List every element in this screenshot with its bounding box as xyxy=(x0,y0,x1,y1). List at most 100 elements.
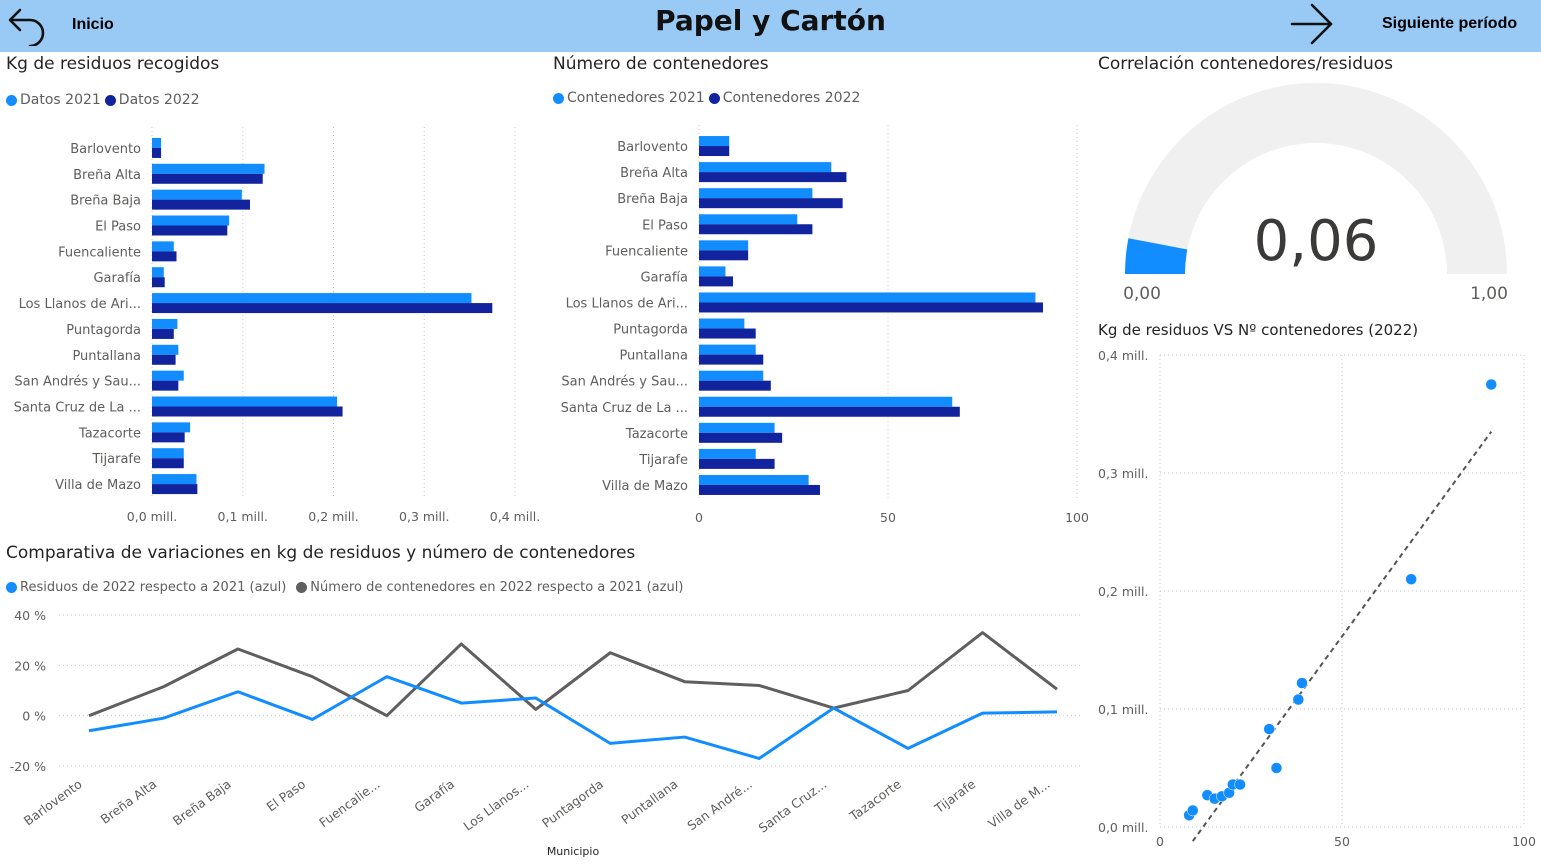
legend-item-2021[interactable]: Datos 2021 xyxy=(6,92,101,108)
x-tick-label: 0,0 mill. xyxy=(127,509,177,524)
residuos-line xyxy=(88,675,1058,760)
legend-dot-icon xyxy=(553,92,564,104)
bar-2022 xyxy=(699,146,730,157)
x-tick-label: 100 xyxy=(1065,510,1088,525)
y-tick-label: 0 % xyxy=(22,709,46,724)
gauge-fill xyxy=(1125,238,1188,274)
x-tick-label: El Paso xyxy=(264,776,309,814)
category-label: Tijarafe xyxy=(91,452,141,467)
x-tick-label: 0 xyxy=(695,510,703,525)
x-tick-label: 100 xyxy=(1512,834,1536,849)
bar-2021 xyxy=(699,136,730,147)
x-tick-label: 0,3 mill. xyxy=(399,509,449,524)
gauge-title: Correlación contenedores/residuos xyxy=(1098,54,1394,74)
bar-2021 xyxy=(699,162,832,173)
bar-2022 xyxy=(152,406,343,417)
page-title: Papel y Cartón xyxy=(655,4,886,37)
bar-2021 xyxy=(699,214,798,225)
scatter-point xyxy=(1485,378,1497,391)
line-chart[interactable]: -20 % 0 % 20 % 40 % Barlovento Breña Alta Breñ… xyxy=(0,600,1090,862)
bar-2021 xyxy=(152,163,265,174)
category-label: Puntagorda xyxy=(613,323,688,338)
category-label: Villa de Mazo xyxy=(602,479,688,494)
bar-2021 xyxy=(152,474,197,485)
bar-2022 xyxy=(699,250,749,261)
y-tick-label: 0,1 mill. xyxy=(1098,702,1148,717)
legend-item-contenedores-2022[interactable]: Contenedores 2022 xyxy=(708,90,860,106)
category-label: Puntallana xyxy=(619,349,688,364)
x-tick-label: Barlovento xyxy=(21,776,85,828)
scatter-point xyxy=(1263,723,1275,735)
x-tick-label: Breña Baja xyxy=(170,776,234,828)
bar-2022 xyxy=(152,173,263,184)
category-label: Tazacorte xyxy=(625,427,688,442)
bar-2022 xyxy=(699,224,813,235)
x-tick-label: Breña Alta xyxy=(98,776,160,827)
category-label: Santa Cruz de La ... xyxy=(561,401,688,416)
bar-2021 xyxy=(152,215,230,226)
legend-dot-icon xyxy=(6,582,17,593)
bar-2022 xyxy=(699,328,756,339)
category-label: Breña Alta xyxy=(620,166,688,181)
bar-2022 xyxy=(699,302,1043,313)
y-tick-label: -20 % xyxy=(10,759,46,774)
next-period-label: Siguiente período xyxy=(1382,15,1518,32)
bar-2021 xyxy=(152,189,242,200)
category-label: Breña Baja xyxy=(70,194,141,209)
containers-bar-chart[interactable]: 0 50 100 Barlovento Breña Alta Breña Baja El P… xyxy=(548,118,1088,533)
bar-2022 xyxy=(152,380,179,391)
bar-2021 xyxy=(699,370,764,381)
scatter-point xyxy=(1270,762,1283,774)
x-tick-label: 0,2 mill. xyxy=(308,509,358,524)
bar-2022 xyxy=(152,199,251,210)
category-label: Los Llanos de Ari... xyxy=(19,297,141,312)
bar-2021 xyxy=(152,344,179,355)
legend-item-residuos[interactable]: Residuos de 2022 respecto a 2021 (azul) xyxy=(6,580,286,595)
x-tick-label: Fuencalie... xyxy=(316,776,382,830)
correlation-gauge[interactable]: 0,06 0,00 1,00 xyxy=(1095,78,1535,310)
bar-2021 xyxy=(699,240,749,251)
bar-2022 xyxy=(699,458,775,469)
next-period-button[interactable]: Siguiente período xyxy=(1288,2,1517,46)
x-tick-label: 50 xyxy=(880,510,896,525)
category-label: Santa Cruz de La ... xyxy=(14,401,141,416)
bar-2022 xyxy=(699,172,847,183)
y-tick-label: 0,3 mill. xyxy=(1098,466,1148,481)
bar-2021 xyxy=(152,137,162,148)
x-tick-label: San André... xyxy=(684,776,755,833)
kg-chart-legend: Datos 2021 Datos 2022 xyxy=(6,92,204,108)
bar-2022 xyxy=(152,147,162,158)
legend-item-contenedores-2021[interactable]: Contenedores 2021 xyxy=(553,90,705,106)
bar-2021 xyxy=(699,448,756,459)
kg-bar-chart[interactable]: 0,0 mill. 0,1 mill. 0,2 mill. 0,3 mill. 0,4 … xyxy=(0,120,545,535)
bar-2022 xyxy=(699,484,820,495)
bar-2022 xyxy=(152,328,174,339)
category-label: Los Llanos de Ari... xyxy=(566,296,688,311)
gauge-max-label: 1,00 xyxy=(1470,284,1508,304)
x-tick-label: Tijarafe xyxy=(931,776,979,816)
containers-chart-title: Número de contenedores xyxy=(553,54,769,74)
scatter-point xyxy=(1187,804,1199,817)
bar-2021 xyxy=(152,448,184,459)
bar-2021 xyxy=(699,318,745,329)
bar-2022 xyxy=(699,276,734,287)
legend-item-2022[interactable]: Datos 2022 xyxy=(104,92,200,108)
legend-item-contenedores[interactable]: Número de contenedores en 2022 respecto … xyxy=(296,580,683,595)
back-button[interactable]: Inicio xyxy=(6,4,114,46)
bar-2021 xyxy=(152,241,174,252)
category-label: Tijarafe xyxy=(638,453,688,468)
category-label: Fuencaliente xyxy=(58,245,141,260)
y-tick-label: 0,2 mill. xyxy=(1098,584,1148,599)
x-tick-label: Los Llanos... xyxy=(460,776,531,833)
bar-2021 xyxy=(699,474,809,485)
gauge-track xyxy=(1125,83,1507,274)
bar-2021 xyxy=(699,344,756,355)
bar-2021 xyxy=(699,396,953,407)
y-tick-label: 20 % xyxy=(14,658,46,673)
category-label: San Andrés y Sau... xyxy=(561,375,688,390)
x-tick-label: Tazacorte xyxy=(846,776,904,824)
line-chart-title: Comparativa de variaciones en kg de resi… xyxy=(6,543,636,563)
header-bar: Inicio Papel y Cartón Siguiente período xyxy=(0,0,1541,52)
category-label: Breña Baja xyxy=(617,192,688,207)
scatter-chart[interactable]: 0,0 mill. 0,1 mill. 0,2 mill. 0,3 mill. 0,4 … xyxy=(1090,340,1538,860)
